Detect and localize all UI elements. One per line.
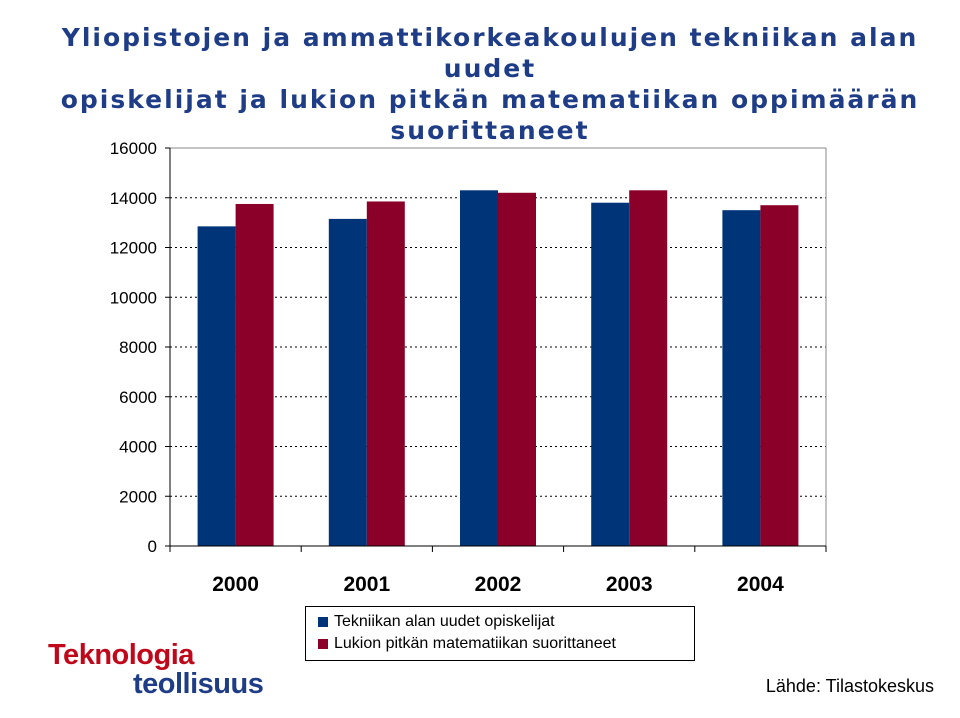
x-tick-label-2001: 2001 — [343, 573, 390, 596]
y-tick-label-14000: 14000 — [110, 189, 157, 208]
bar-2004-series-1 — [722, 210, 761, 546]
chart-title: Yliopistojen ja ammattikorkeakoulujen te… — [40, 22, 940, 146]
legend-swatch-series-1 — [318, 617, 328, 627]
logo-line-2: teollisuus — [133, 668, 264, 700]
bar-2000-series-1 — [197, 226, 236, 546]
source-note: Lähde: Tilastokeskus — [765, 676, 934, 696]
legend: Tekniikan alan uudet opiskelijat Lukion … — [305, 606, 695, 661]
legend-label-series-1: Tekniikan alan uudet opiskelijat — [334, 613, 555, 630]
bar-2003-series-2 — [629, 190, 668, 546]
y-tick-label-4000: 4000 — [119, 438, 157, 457]
y-tick-label-0: 0 — [148, 537, 157, 556]
chart-title-line-1: Yliopistojen ja ammattikorkeakoulujen te… — [61, 23, 919, 83]
legend-swatch-series-2 — [318, 639, 328, 649]
teknologiateollisuus-logo: Teknologia teollisuus — [48, 639, 264, 700]
bar-2001-series-1 — [328, 218, 367, 547]
y-tick-label-8000: 8000 — [119, 338, 157, 357]
y-tick-label-10000: 10000 — [110, 288, 157, 307]
bar-2002-series-1 — [460, 190, 498, 546]
chart-title-line-2: opiskelijat ja lukion pitkän matematiika… — [60, 85, 920, 114]
bar-2000-series-2 — [235, 203, 274, 546]
bar-2004-series-2 — [760, 205, 799, 546]
legend-item-series-1: Tekniikan alan uudet opiskelijat — [318, 611, 694, 633]
y-tick-label-12000: 12000 — [110, 239, 157, 258]
bar-2002-series-2 — [498, 192, 536, 546]
legend-label-series-2: Lukion pitkän matematiikan suorittaneet — [334, 635, 616, 652]
bar-2003-series-1 — [591, 202, 630, 546]
x-tick-label-2002: 2002 — [475, 573, 522, 596]
x-tick-label-2000: 2000 — [212, 573, 259, 596]
y-tick-label-16000: 16000 — [110, 139, 157, 158]
y-tick-label-6000: 6000 — [119, 388, 157, 407]
y-tick-label-2000: 2000 — [119, 487, 157, 506]
x-tick-label-2004: 2004 — [737, 573, 784, 596]
bar-2001-series-2 — [366, 201, 405, 546]
logo-line-1: Teknologia — [48, 639, 194, 671]
legend-item-series-2: Lukion pitkän matematiikan suorittaneet — [318, 633, 694, 655]
chart-title-line-3: suorittaneet — [390, 116, 590, 145]
x-tick-label-2003: 2003 — [606, 573, 653, 596]
